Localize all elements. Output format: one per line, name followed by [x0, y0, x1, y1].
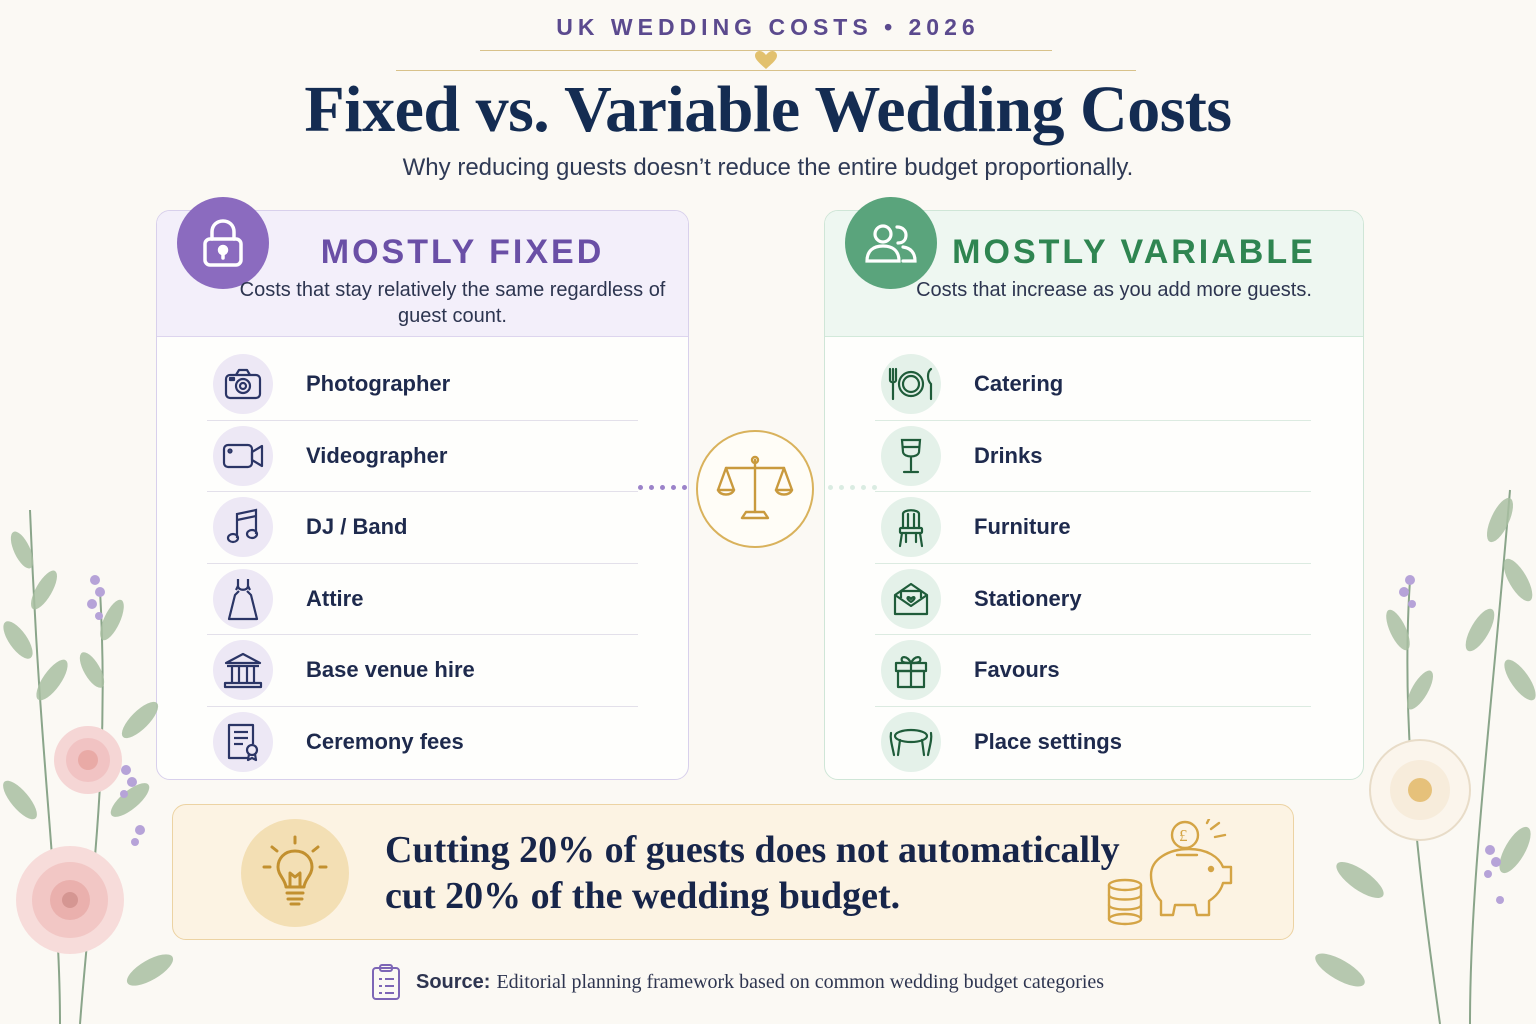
source-text: Editorial planning framework based on co…	[496, 970, 1105, 993]
item-label: Favours	[974, 657, 1060, 683]
item-label: Ceremony fees	[306, 729, 464, 755]
panel-title: MOSTLY FIXED	[320, 233, 605, 271]
list-item: Ceremony fees	[207, 707, 638, 779]
table-icon	[881, 712, 941, 773]
kicker: UK WEDDING COSTS • 2026	[556, 14, 980, 40]
list-item: Base venue hire	[207, 635, 638, 707]
clipboard-icon	[372, 964, 400, 1000]
kicker-divider	[480, 50, 1052, 51]
item-label: Catering	[974, 371, 1064, 397]
music-note-icon	[213, 497, 273, 558]
panel-description: Costs that stay relatively the same rega…	[239, 279, 666, 327]
chair-icon	[881, 497, 941, 558]
list-item: Stationery	[875, 564, 1311, 635]
list-item: Favours	[875, 635, 1311, 707]
list-item: Videographer	[207, 421, 638, 492]
venue-building-icon	[213, 640, 273, 701]
list-item: Attire	[207, 564, 638, 635]
panel-header: MOSTLY FIXED Costs that stay relatively …	[157, 197, 688, 337]
item-label: Furniture	[974, 514, 1071, 540]
mostly-variable-panel: MOSTLY VARIABLE Costs that increase as y…	[824, 197, 1364, 780]
mostly-fixed-panel: MOSTLY FIXED Costs that stay relatively …	[156, 197, 689, 780]
fixed-cost-list: Photographer Videographer DJ / Band	[207, 349, 638, 778]
heart-icon	[755, 51, 777, 69]
lock-icon	[177, 197, 269, 289]
plate-cutlery-icon	[881, 354, 941, 415]
item-label: Base venue hire	[306, 657, 475, 683]
page-subtitle: Why reducing guests doesn’t reduce the e…	[402, 154, 1134, 181]
item-label: DJ / Band	[306, 514, 408, 540]
panel-description: Costs that increase as you add more gues…	[916, 279, 1312, 301]
key-takeaway-callout: Cutting 20% of guests does not automatic…	[172, 804, 1294, 940]
panel-header: MOSTLY VARIABLE Costs that increase as y…	[825, 197, 1363, 337]
dress-icon	[213, 568, 273, 629]
item-label: Place settings	[974, 729, 1122, 755]
piggy-bank-coins-icon: £	[1107, 819, 1233, 926]
panel-title: MOSTLY VARIABLE	[952, 233, 1316, 271]
connector-dots	[638, 485, 687, 493]
item-label: Drinks	[974, 442, 1043, 468]
kicker-divider	[396, 70, 1136, 71]
svg-text:£: £	[1179, 826, 1188, 845]
page-title: Fixed vs. Variable Wedding Costs	[304, 73, 1232, 146]
floral-decoration-right	[1315, 489, 1536, 1024]
list-item: Catering	[875, 349, 1311, 421]
list-item: Photographer	[207, 349, 638, 421]
lightbulb-icon	[241, 819, 349, 927]
people-icon	[845, 197, 937, 289]
envelope-icon	[881, 568, 941, 629]
floral-decoration-left	[3, 509, 174, 1024]
list-item: Place settings	[875, 707, 1311, 779]
source-note: Source: Editorial planning framework bas…	[370, 962, 1104, 1002]
camera-icon	[213, 354, 273, 415]
wine-glass-icon	[881, 425, 941, 486]
gift-icon	[881, 640, 941, 701]
list-item: DJ / Band	[207, 492, 638, 564]
list-item: Furniture	[875, 492, 1311, 564]
certificate-icon	[213, 712, 273, 773]
variable-cost-list: Catering Drinks Furniture	[875, 349, 1311, 778]
item-label: Videographer	[306, 442, 448, 468]
callout-text: Cutting 20% of guests does not automatic…	[385, 829, 1120, 917]
video-camera-icon	[213, 425, 273, 486]
source-label: Source:	[416, 970, 491, 993]
item-label: Photographer	[306, 371, 451, 397]
list-item: Drinks	[875, 421, 1311, 492]
item-label: Attire	[306, 585, 364, 611]
balance-scale-icon	[696, 430, 814, 548]
item-label: Stationery	[974, 585, 1082, 611]
